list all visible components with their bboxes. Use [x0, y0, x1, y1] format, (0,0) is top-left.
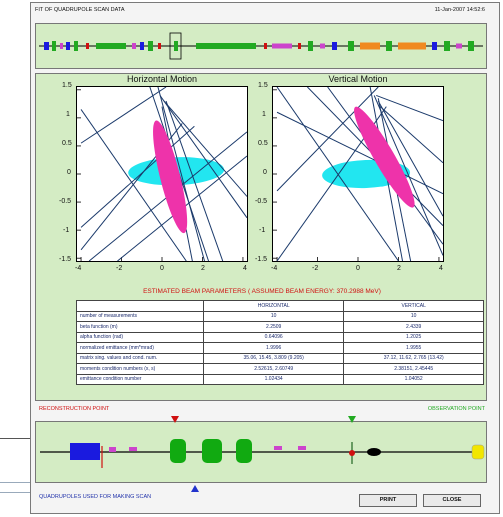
scan-quadrupole-3 [236, 439, 252, 463]
y-tick-label: 1 [66, 111, 70, 118]
x-tick-label: 4 [439, 265, 443, 272]
background-window-edge [0, 492, 32, 493]
table-header-horizontal: HORIZONTAL [202, 300, 345, 312]
row-label: alpha function (rad) [76, 331, 204, 343]
dipole-block [70, 443, 100, 460]
x-tick-label: -2 [116, 265, 123, 272]
close-button[interactable]: CLOSE [423, 494, 481, 507]
y-tick-label: 0.5 [258, 140, 268, 147]
row-horizontal-value: 10 [202, 310, 345, 322]
y-tick-label: 1 [262, 111, 266, 118]
x-tick-label: -4 [271, 265, 278, 272]
vertical-phase-plot [272, 86, 444, 262]
row-vertical-value: 2.38151, 2.45445 [343, 363, 484, 375]
x-tick-label: 0 [160, 265, 164, 272]
beam-params-table: HORIZONTAL VERTICAL number of measuremen… [76, 300, 484, 385]
window-title: FIT OF QUADRUPOLE SCAN DATA [35, 7, 125, 13]
table-header-empty [76, 300, 204, 312]
row-vertical-value: 1.04052 [343, 373, 484, 385]
beamline-detail [35, 421, 487, 483]
row-label: moments condition numbers (x, s) [76, 363, 204, 375]
row-horizontal-value: 35.06, 15.45, 3.809 (9.205) [202, 352, 345, 364]
beamline-overview-graphic [39, 32, 483, 60]
table-row: number of measurements 10 10 [76, 310, 484, 322]
scan-quadrupole-2 [202, 439, 222, 463]
y-tick-label: -1 [259, 227, 266, 234]
x-tick-label: -2 [312, 265, 319, 272]
y-tick-label: -1 [63, 227, 70, 234]
table-header-vertical: VERTICAL [343, 300, 484, 312]
y-tick-label: -1.5 [255, 256, 268, 263]
row-label: number of measurements [76, 310, 204, 322]
row-label: beta function (m) [76, 321, 204, 333]
background-window-edge [0, 438, 32, 439]
end-element [471, 444, 485, 460]
x-tick-label: 2 [201, 265, 205, 272]
y-tick-label: 1.5 [62, 82, 72, 89]
beamline-overview [35, 23, 487, 69]
y-tick-label: -0.5 [255, 198, 268, 205]
row-horizontal-value: 2.52615, 2.60749 [202, 363, 345, 375]
x-tick-label: -4 [75, 265, 82, 272]
scan-marker-icon [191, 485, 199, 492]
y-tick-label: 0 [263, 169, 267, 176]
quad-scan-window: FIT OF QUADRUPOLE SCAN DATA 11-Jan-2007 … [30, 2, 500, 514]
beam-params-title: ESTIMATED BEAM PARAMETERS ( ASSUMED BEAM… [143, 288, 381, 295]
row-vertical-value: 10 [343, 310, 484, 322]
table-row: matrix sing. values and cond. num. 35.06… [76, 352, 484, 364]
y-tick-label: -1.5 [59, 256, 72, 263]
beam-dump [367, 448, 381, 456]
row-vertical-value: 37.12, 11.62, 2.765 (13.42) [343, 352, 484, 364]
row-label: emittance condition number [76, 373, 204, 385]
row-label: matrix sing. values and cond. num. [76, 352, 204, 364]
table-header-row: HORIZONTAL VERTICAL [76, 300, 484, 312]
row-horizontal-value: 0.64096 [202, 331, 345, 343]
row-horizontal-value: 2.2509 [202, 321, 345, 333]
horizontal-plot-title: Horizontal Motion [126, 74, 198, 84]
row-label: normalized emittance (mm*mrad) [76, 342, 204, 354]
table-row: moments condition numbers (x, s) 2.52615… [76, 363, 484, 375]
row-vertical-value: 2.4339 [343, 321, 484, 333]
overview-selection-box [169, 32, 182, 60]
row-horizontal-value: 1.02434 [202, 373, 345, 385]
window-date: 11-Jan-2007 14:52:6 [434, 7, 485, 13]
beamline-detail-graphic [40, 439, 485, 468]
horizontal-phase-plot [76, 86, 248, 262]
plots-panel: Horizontal Motion Vertical Motion 1.5 1 … [35, 73, 487, 401]
observation-point-label: OBSERVATION POINT [427, 406, 485, 412]
scan-quadrupole-1 [170, 439, 186, 463]
row-vertical-value: 1.9955 [343, 342, 484, 354]
print-button[interactable]: PRINT [359, 494, 417, 507]
table-row: emittance condition number 1.02434 1.040… [76, 373, 484, 385]
observation-screen [349, 450, 355, 456]
vertical-plot-title: Vertical Motion [328, 74, 388, 84]
background-window-edge [0, 482, 32, 483]
vertical-phase-graphic [273, 87, 443, 261]
quadrupoles-used-label: QUADRUPOLES USED FOR MAKING SCAN [39, 494, 152, 500]
table-row: beta function (m) 2.2509 2.4339 [76, 321, 484, 333]
x-tick-label: 0 [356, 265, 360, 272]
row-horizontal-value: 1.9996 [202, 342, 345, 354]
horizontal-phase-graphic [77, 87, 247, 261]
y-tick-label: 0.5 [62, 140, 72, 147]
y-tick-label: 0 [67, 169, 71, 176]
table-row: alpha function (rad) 0.64096 1.2025 [76, 331, 484, 343]
y-tick-label: 1.5 [258, 82, 268, 89]
table-row: normalized emittance (mm*mrad) 1.9996 1.… [76, 342, 484, 354]
reconstruction-point-label: RECONSTRUCTION POINT [39, 406, 110, 412]
y-tick-label: -0.5 [59, 198, 72, 205]
row-vertical-value: 1.2025 [343, 331, 484, 343]
x-tick-label: 4 [243, 265, 247, 272]
x-tick-label: 2 [397, 265, 401, 272]
